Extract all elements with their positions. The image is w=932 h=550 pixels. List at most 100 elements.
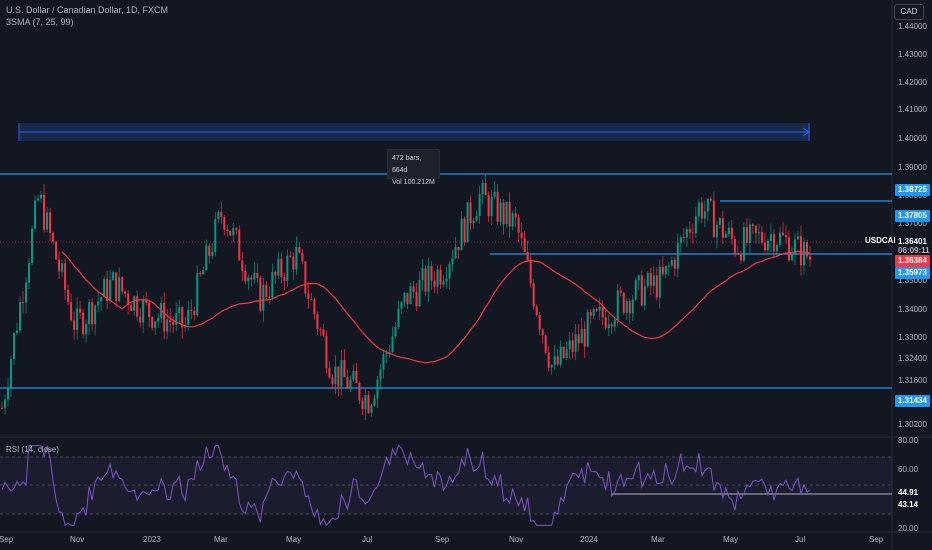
candle-body [358,382,361,401]
candle-body [649,272,652,286]
candle-body [583,328,586,347]
price-tag: 06:09:11 [895,245,932,257]
candle-body [382,354,385,370]
candle-body [115,272,118,301]
candle-body [592,308,595,316]
candle-body [154,321,157,329]
candle-body [241,260,244,271]
currency-button[interactable]: CAD [894,4,924,20]
candle-body [547,352,550,368]
candle-body [352,371,355,380]
candle-body [679,237,682,243]
price-tick: 1.35000 [898,276,927,285]
candle-body [568,340,571,350]
candle-body [809,256,811,260]
candle-body [88,302,91,325]
candle-body [196,272,199,316]
candle-body [469,202,472,224]
candle-body [544,335,547,353]
candle-body [205,245,208,271]
candle-body [409,286,412,305]
candle-body [247,277,250,282]
time-tick: Jul [795,535,806,544]
candle-body [190,309,193,311]
candle-body [538,315,541,330]
price-tick: 1.31600 [898,376,927,385]
rsi-legend[interactable]: RSI (14, close) [6,445,59,454]
candle-body [142,299,145,323]
candle-body [421,268,424,281]
candle-body [406,292,409,305]
candle-body [136,296,139,317]
candle-body [310,299,313,301]
candle-body [412,286,415,292]
candle-body [163,302,166,332]
candle-body [268,296,271,298]
candle-body [322,329,325,336]
candle-body [112,272,115,281]
candle-body [502,202,505,224]
candle-body [586,312,589,347]
candle-body [82,312,85,335]
candle-body [226,229,229,231]
candle-body [232,228,235,236]
time-tick: Sep [435,535,450,544]
candle-body [631,299,634,314]
candle-body [562,346,565,359]
measure-vol: Vol 100.212M [392,179,435,186]
candle-body [67,289,70,303]
candle-body [745,227,748,244]
candle-body [400,302,403,309]
candle-body [337,366,340,387]
time-tick: May [286,535,302,544]
candle-body [748,224,751,244]
time-tick: Mar [214,535,228,544]
time-tick: 2023 [143,535,161,544]
indicator-legend[interactable]: 3SMA (7, 25, 99) [6,17,74,27]
candle-body [124,291,127,294]
candle-body [295,247,298,270]
price-tick: 1.32400 [898,354,927,363]
candle-body [625,301,628,313]
candle-body [76,308,79,330]
candle-body [688,229,691,233]
candle-body [484,182,487,196]
candle-body [157,317,160,322]
candle-body [49,212,52,233]
candle-body [202,270,205,275]
candle-body [646,272,649,287]
candle-body [628,301,631,314]
candle-body [169,319,172,323]
candle-body [703,211,706,219]
candle-body [289,255,292,257]
candle-body [106,278,109,302]
candle-body [385,352,388,355]
candle-body [331,377,334,385]
rsi-tick: 60.00 [898,465,919,474]
candle-body [85,324,88,335]
candle-body [43,194,46,230]
candle-body [616,290,619,321]
candle-body [220,212,223,217]
candle-body [253,272,256,280]
price-tick: 1.43000 [898,50,927,59]
candle-body [721,218,724,238]
candle-body [4,399,7,409]
candle-body [652,275,655,286]
candle-body [730,227,733,239]
price-tick: 1.39000 [898,163,927,172]
candle-body [454,246,457,259]
candle-body [307,293,310,300]
candle-body [661,266,664,275]
candle-body [61,263,64,272]
candle-body [256,272,259,278]
candle-body [715,224,718,238]
candle-body [460,218,463,251]
candle-body [478,194,481,216]
candle-body [805,242,808,257]
candle-body [403,292,406,303]
candle-body [766,240,769,251]
candle-body [91,302,94,325]
